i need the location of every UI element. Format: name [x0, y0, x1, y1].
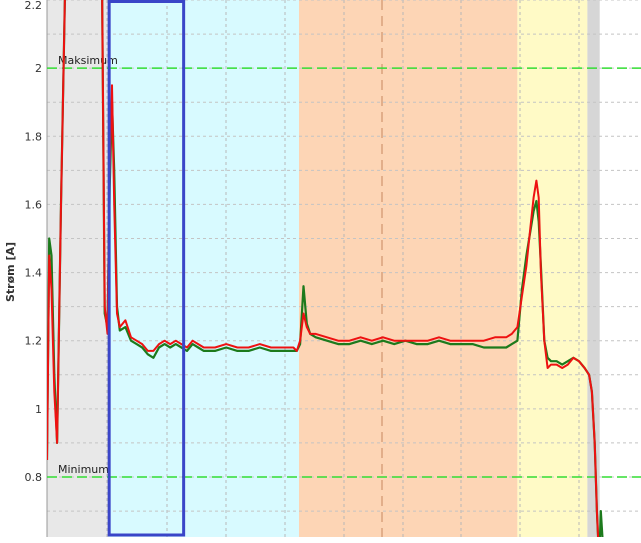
- phase-band: [299, 0, 518, 537]
- limit-label-minimum: Minimum: [58, 463, 109, 476]
- phase-band: [47, 0, 109, 537]
- y-tick-label: 2: [35, 62, 42, 75]
- y-tick-label: 0.8: [25, 471, 43, 484]
- selection-window-rect[interactable]: [107, 0, 186, 537]
- y-tick-label: 1.8: [25, 130, 43, 143]
- y-tick-label: 1: [35, 403, 42, 416]
- y-tick-label: 1.6: [25, 198, 43, 211]
- y-tick-label: 1.2: [25, 335, 43, 348]
- phase-band: [587, 0, 600, 537]
- selection-window: [107, 0, 186, 537]
- phase-band: [108, 0, 299, 537]
- y-tick-label: 1.4: [25, 267, 43, 280]
- y-axis-ticks: 0.8 1 1.2 1.4 1.6 1.8 2 2.2: [25, 0, 43, 484]
- series-lines: [47, 0, 604, 537]
- y-axis-label: Strøm [A]: [4, 242, 17, 302]
- phase-band: [517, 0, 588, 537]
- y-tick-label: 2.2: [25, 0, 43, 12]
- phase-bands: [47, 0, 600, 537]
- series-line-red: [47, 0, 600, 537]
